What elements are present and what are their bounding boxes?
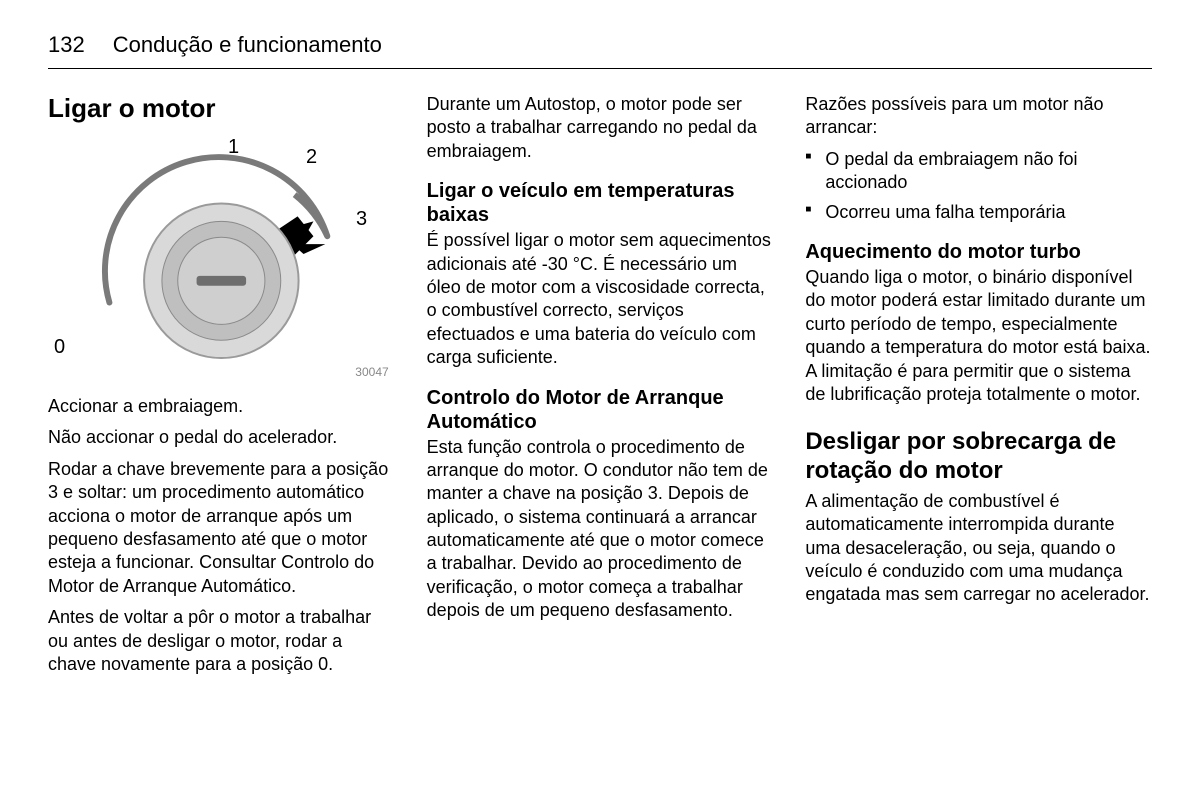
column-2: Durante um Autostop, o motor pode ser po… [427, 93, 774, 684]
section-heading: Desligar por sobrecarga de rotação do mo… [805, 428, 1152, 486]
list-item: O pedal da embraiagem não foi accionado [805, 148, 1152, 195]
paragraph: Durante um Autostop, o motor pode ser po… [427, 93, 774, 163]
subheading: Ligar o veículo em temperaturas baixas [427, 179, 774, 227]
list-item: Ocorreu uma falha temporária [805, 201, 1152, 224]
section-heading: Ligar o motor [48, 93, 395, 124]
paragraph: A alimentação de combustível é automatic… [805, 490, 1152, 607]
paragraph: Esta função controla o procedimento de a… [427, 436, 774, 623]
ignition-pos-1: 1 [228, 136, 239, 159]
subheading: Controlo do Motor de Arranque Automático [427, 386, 774, 434]
column-1: Ligar o motor 0 1 2 3 30047 [48, 93, 395, 684]
figure-id: 30047 [355, 365, 388, 379]
paragraph: É possível ligar o motor sem aquecimento… [427, 229, 774, 369]
page-number: 132 [48, 32, 85, 58]
paragraph: Rodar a chave brevemente para a posição … [48, 458, 395, 598]
bullet-list: O pedal da embraiagem não foi accionado … [805, 148, 1152, 224]
subheading: Aquecimento do motor turbo [805, 240, 1152, 264]
paragraph: Quando liga o motor, o binário disponíve… [805, 266, 1152, 406]
chapter-title: Condução e funcionamento [113, 32, 382, 58]
ignition-figure: 0 1 2 3 30047 [48, 136, 395, 381]
ignition-pos-0: 0 [54, 336, 65, 359]
paragraph: Razões possíveis para um motor não arran… [805, 93, 1152, 140]
paragraph: Accionar a embraiagem. [48, 395, 395, 418]
content-columns: Ligar o motor 0 1 2 3 30047 [48, 93, 1152, 684]
paragraph: Antes de voltar a pôr o motor a trabalha… [48, 606, 395, 676]
ignition-pos-2: 2 [306, 146, 317, 169]
page-header: 132 Condução e funcionamento [48, 32, 1152, 69]
paragraph: Não accionar o pedal do acelerador. [48, 426, 395, 449]
column-3: Razões possíveis para um motor não arran… [805, 93, 1152, 684]
ignition-pos-3: 3 [356, 208, 367, 231]
